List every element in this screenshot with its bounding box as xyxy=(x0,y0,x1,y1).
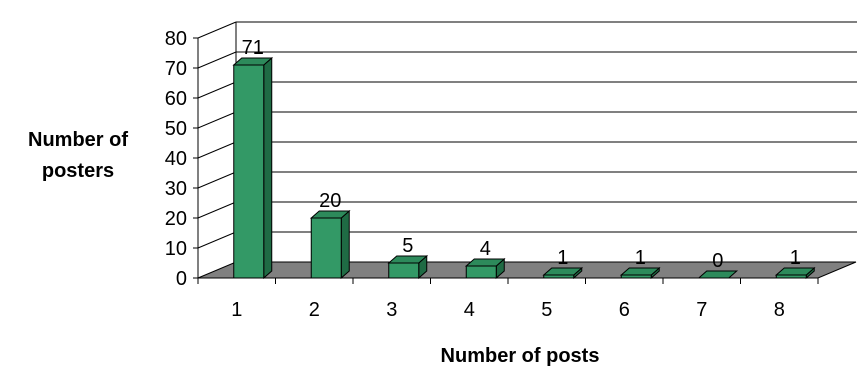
x-axis-title: Number of posts xyxy=(441,345,600,367)
gridline-diagonal xyxy=(197,21,237,39)
y-tick-label: 70 xyxy=(165,58,187,80)
y-tick-label: 50 xyxy=(165,118,187,140)
bar xyxy=(542,266,584,280)
bar xyxy=(309,209,351,280)
bar-top xyxy=(387,255,429,264)
data-label: 4 xyxy=(480,238,491,260)
bar-front xyxy=(388,262,420,279)
y-tick-label: 40 xyxy=(165,148,187,170)
y-axis-title-line1: Number of xyxy=(28,129,128,151)
x-tick-label: 1 xyxy=(231,299,242,321)
bar-top xyxy=(619,267,661,276)
x-tick-label: 8 xyxy=(774,299,785,321)
bar-side xyxy=(263,56,273,280)
bar-top xyxy=(542,267,584,276)
x-tick-label: 4 xyxy=(464,299,475,321)
gridline-diagonal xyxy=(197,111,237,129)
bar-top xyxy=(309,210,351,219)
y-tick-label: 80 xyxy=(165,28,187,50)
bar-top xyxy=(232,57,274,66)
gridline-diagonal xyxy=(197,51,237,69)
bar-top xyxy=(774,267,816,276)
x-tick-label: 6 xyxy=(619,299,630,321)
gridline-diagonal xyxy=(197,201,237,219)
bar-top xyxy=(464,258,506,267)
bar xyxy=(697,270,739,279)
y-tick-label: 60 xyxy=(165,88,187,110)
x-tick-label: 3 xyxy=(386,299,397,321)
gridline-diagonal xyxy=(197,141,237,159)
x-tick-label: 2 xyxy=(309,299,320,321)
chart-floor xyxy=(197,261,857,279)
y-tick-label: 20 xyxy=(165,208,187,230)
y-tick-label: 30 xyxy=(165,178,187,200)
bars xyxy=(232,56,816,280)
bar-top xyxy=(697,270,739,279)
data-label: 1 xyxy=(635,247,646,269)
bar xyxy=(619,266,661,280)
y-axis-title-line2: posters xyxy=(42,160,114,182)
bar xyxy=(387,254,429,280)
y-tick-label: 0 xyxy=(176,268,187,290)
floor-plane xyxy=(197,261,857,279)
chart-walls xyxy=(197,21,857,262)
gridline-diagonal xyxy=(197,171,237,189)
data-label: 1 xyxy=(557,247,568,269)
bar-front xyxy=(233,64,265,279)
x-axis: 1 2 3 4 5 6 7 8 xyxy=(197,278,819,321)
data-labels: 71 20 5 4 1 1 0 1 xyxy=(242,37,801,272)
bar-front xyxy=(465,265,497,279)
bar-side xyxy=(340,209,350,280)
data-label: 71 xyxy=(242,37,264,59)
x-tick-label: 5 xyxy=(541,299,552,321)
data-label: 1 xyxy=(790,247,801,269)
y-axis: 0 10 20 30 40 50 60 70 80 xyxy=(165,28,199,290)
bar xyxy=(464,257,506,280)
bar xyxy=(232,56,274,280)
bar xyxy=(774,266,816,280)
data-label: 0 xyxy=(712,250,723,272)
gridline-diagonal xyxy=(197,231,237,249)
gridline-diagonal xyxy=(197,81,237,99)
y-tick-label: 10 xyxy=(165,238,187,260)
bar-front xyxy=(310,217,342,279)
x-tick-label: 7 xyxy=(696,299,707,321)
data-label: 20 xyxy=(319,190,341,212)
data-label: 5 xyxy=(402,235,413,257)
